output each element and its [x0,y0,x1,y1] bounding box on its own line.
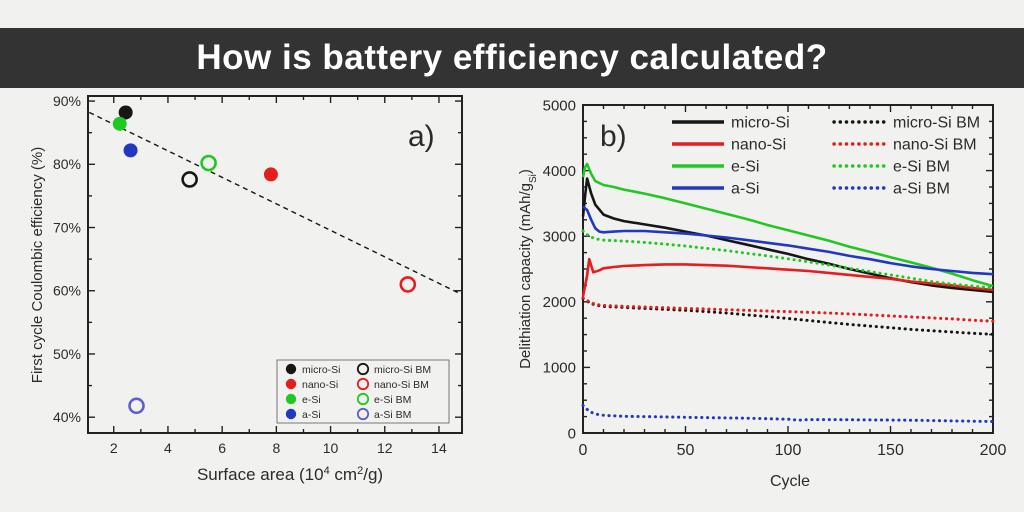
x-tick-label: 150 [877,442,904,459]
panel-label-b: b) [600,120,627,153]
x-axis-label-a: Surface area (104 cm2/g) [197,465,383,484]
point-a-Si-BM [128,397,145,415]
x-tick-label: 6 [218,440,226,456]
plot-frame [87,95,463,434]
series-e-Si [581,162,994,288]
legend-box-a [276,359,450,424]
legend-marker-a-Si [285,408,297,420]
legend-label-nano-Si-BM: nano-Si BM [893,137,977,154]
point-micro-Si-BM [181,171,198,188]
legend-label-micro-Si: micro-Si [302,364,341,376]
point-e-Si [112,116,127,131]
legend-label-e-Si: e-Si [731,159,759,176]
x-tick-label: 10 [323,440,339,456]
chart-b-lines: 0 50 100 150 200 0 1000 2000 3000 4000 5000 b) Cycle… [512,88,1024,512]
legend-label-a-Si: a-Si [302,409,321,421]
panel-label-a: a) [408,120,435,153]
legend-marker-nano-Si [285,378,297,390]
legend-label-a-Si: a-Si [731,181,759,198]
legend-label-a-Si-BM: a-Si BM [374,409,411,421]
series-a-Si-BM [581,403,995,423]
legend-label-micro-Si: micro-Si [731,115,790,132]
point-micro-Si [118,105,133,120]
x-tick-label: 100 [775,442,802,459]
point-nano-Si [263,167,278,182]
chart-a-scatter: 2 4 6 8 10 12 14 90% 80% 70% 60% 50% 40% a) Surface ar… [0,88,512,512]
chart-b-canvas: 0 50 100 150 200010002000300040005000b)Cycle… [517,97,1007,490]
series-a-Si [582,205,994,276]
legend-label-micro-Si-BM: micro-Si BM [374,364,431,376]
y-tick-label: 2000 [543,294,576,311]
legend-label-e-Si: e-Si [302,394,321,406]
legend-marker-a-Si-BM [356,407,370,421]
y-tick-label: 40% [53,409,81,425]
x-tick-label: 4 [164,440,172,456]
trend-line [89,111,459,294]
x-tick-label: 2 [110,440,118,456]
y-tick-label: 70% [53,219,81,235]
y-tick-label: 3000 [543,228,576,245]
chart-a-canvas: 2 4 6 8 10 12 14 90% 80% 70% 60% 50% 40% a) Surface ar… [29,93,463,484]
point-nano-Si-BM [399,276,417,293]
title-banner: How is battery efficiency calculated? [0,28,1024,88]
y-tick-label: 5000 [543,97,576,114]
legend-label-nano-Si: nano-Si [302,379,338,391]
y-axis-label-a: First cycle Coulombic efficiency (%) [29,147,46,383]
x-tick-label: 50 [677,442,695,459]
legend-marker-micro-Si [285,363,297,375]
x-axis-label-b: Cycle [770,473,810,490]
legend-marker-e-Si-BM [356,392,370,406]
y-tick-label: 0 [568,425,576,442]
x-tick-label: 12 [377,440,393,456]
y-tick-label: 60% [53,283,81,299]
legend-marker-nano-Si-BM [356,377,370,391]
y-tick-label: 50% [53,346,81,362]
y-tick-label: 90% [53,93,81,109]
series-micro-Si-BM [581,297,995,336]
legend-label-micro-Si-BM: micro-Si BM [893,115,980,132]
y-tick-label: 80% [53,156,81,172]
point-e-Si-BM [200,154,217,172]
legend-label-e-Si-BM: e-Si BM [374,394,411,406]
y-axis-label-b: Delithiation capacity (mAh/gSi) [517,169,539,369]
series-e-Si-BM [581,229,995,290]
legend-label-a-Si-BM: a-Si BM [893,181,950,198]
x-tick-label: 8 [272,440,280,456]
legend-marker-e-Si [285,393,297,405]
x-tick-label: 200 [980,442,1007,459]
legend-label-e-Si-BM: e-Si BM [893,159,950,176]
series-nano-Si-BM [581,296,995,323]
series-nano-Si [581,257,994,297]
x-tick-label: 14 [431,440,447,456]
legend-marker-micro-Si-BM [356,362,370,376]
legend-label-nano-Si: nano-Si [731,137,786,154]
page-title: How is battery efficiency calculated? [196,38,828,77]
legend-label-nano-Si-BM: nano-Si BM [374,379,429,391]
point-a-Si [123,143,138,158]
y-tick-label: 4000 [543,163,576,180]
y-tick-label: 1000 [543,360,576,377]
x-tick-label: 0 [579,442,588,459]
